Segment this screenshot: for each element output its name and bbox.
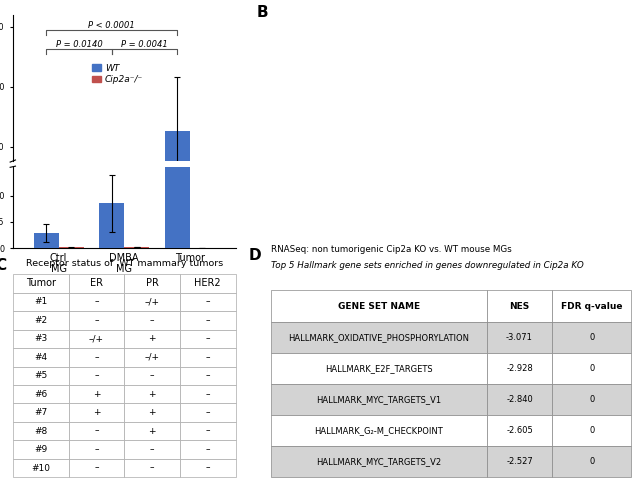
Bar [99, 204, 124, 248]
Bar [124, 247, 149, 248]
Bar [34, 233, 59, 248]
Bar [34, 203, 59, 206]
Bar [165, 131, 190, 206]
Text: P < 0.0001: P < 0.0001 [88, 20, 135, 30]
Bar [165, 0, 190, 248]
Text: RNASeq: non tumorigenic Cip2a KO vs. WT mouse MGs: RNASeq: non tumorigenic Cip2a KO vs. WT … [271, 245, 512, 254]
Text: B: B [256, 5, 268, 20]
Legend: WT, Cip2a⁻/⁻: WT, Cip2a⁻/⁻ [88, 60, 147, 88]
Text: Top 5 Hallmark gene sets enriched in genes downregulated in Cip2a KO: Top 5 Hallmark gene sets enriched in gen… [271, 261, 583, 270]
Bar [99, 196, 124, 206]
Text: D: D [249, 248, 262, 263]
Text: Receptor status of  WT mammary tumors: Receptor status of WT mammary tumors [26, 259, 223, 268]
Text: C: C [0, 258, 6, 273]
Bar [59, 247, 83, 248]
Text: P = 0.0041: P = 0.0041 [121, 40, 168, 49]
Text: P = 0.0140: P = 0.0140 [56, 40, 103, 49]
